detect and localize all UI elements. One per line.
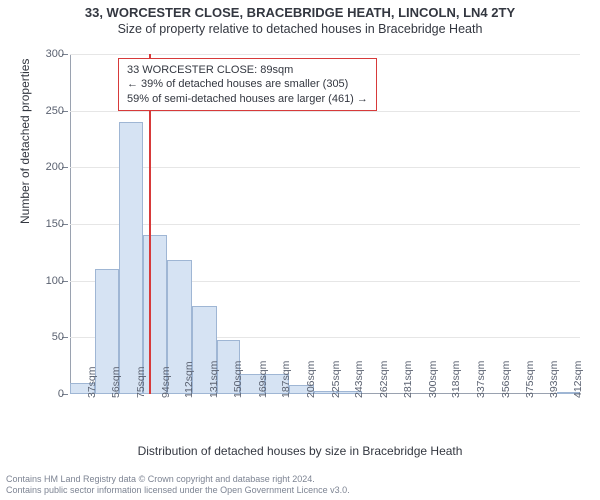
x-tick-label: 412sqm [572, 361, 584, 398]
property-info-box: 33 WORCESTER CLOSE: 89sqm← 39% of detach… [118, 58, 377, 111]
x-tick-label: 75sqm [135, 366, 147, 398]
plot-area: 05010015020025030037sqm56sqm75sqm94sqm11… [70, 54, 580, 394]
x-tick-label: 56sqm [110, 366, 122, 398]
x-tick-label: 393sqm [548, 361, 560, 398]
x-tick-label: 300sqm [427, 361, 439, 398]
chart-container: 33, WORCESTER CLOSE, BRACEBRIDGE HEATH, … [0, 0, 600, 500]
y-tick-label: 100 [46, 275, 64, 287]
x-tick-label: 206sqm [305, 361, 317, 398]
x-tick-label: 225sqm [330, 361, 342, 398]
x-tick-label: 243sqm [353, 361, 365, 398]
grid-line [70, 167, 580, 168]
histogram-bar [119, 122, 142, 394]
x-axis-title: Distribution of detached houses by size … [0, 444, 600, 458]
x-tick-label: 37sqm [86, 366, 98, 398]
footer-attribution: Contains HM Land Registry data © Crown c… [6, 474, 350, 497]
grid-line [70, 224, 580, 225]
info-line-2: ← 39% of detached houses are smaller (30… [127, 77, 368, 91]
footer-line-2: Contains public sector information licen… [6, 485, 350, 496]
info-line-3: 59% of semi-detached houses are larger (… [127, 92, 368, 106]
y-tick-label: 50 [52, 331, 64, 343]
y-tick-label: 0 [58, 388, 64, 400]
y-tick-label: 150 [46, 218, 64, 230]
x-tick-label: 112sqm [183, 361, 195, 398]
grid-line [70, 54, 580, 55]
x-tick-label: 94sqm [160, 366, 172, 398]
x-tick-label: 356sqm [500, 361, 512, 398]
y-tick-label: 250 [46, 105, 64, 117]
x-tick-label: 262sqm [378, 361, 390, 398]
x-tick-label: 187sqm [280, 361, 292, 398]
x-tick-label: 150sqm [232, 361, 244, 398]
y-axis-title: Number of detached properties [18, 59, 32, 224]
info-line-1: 33 WORCESTER CLOSE: 89sqm [127, 63, 368, 77]
x-tick-label: 337sqm [475, 361, 487, 398]
x-tick-label: 318sqm [450, 361, 462, 398]
x-tick-label: 281sqm [402, 361, 414, 398]
chart-subtitle: Size of property relative to detached ho… [0, 20, 600, 36]
chart-title: 33, WORCESTER CLOSE, BRACEBRIDGE HEATH, … [0, 0, 600, 20]
y-tick-label: 300 [46, 48, 64, 60]
x-tick-label: 131sqm [208, 361, 220, 398]
x-tick-label: 169sqm [257, 361, 269, 398]
y-tick-label: 200 [46, 161, 64, 173]
footer-line-1: Contains HM Land Registry data © Crown c… [6, 474, 350, 485]
x-tick-label: 375sqm [524, 361, 536, 398]
